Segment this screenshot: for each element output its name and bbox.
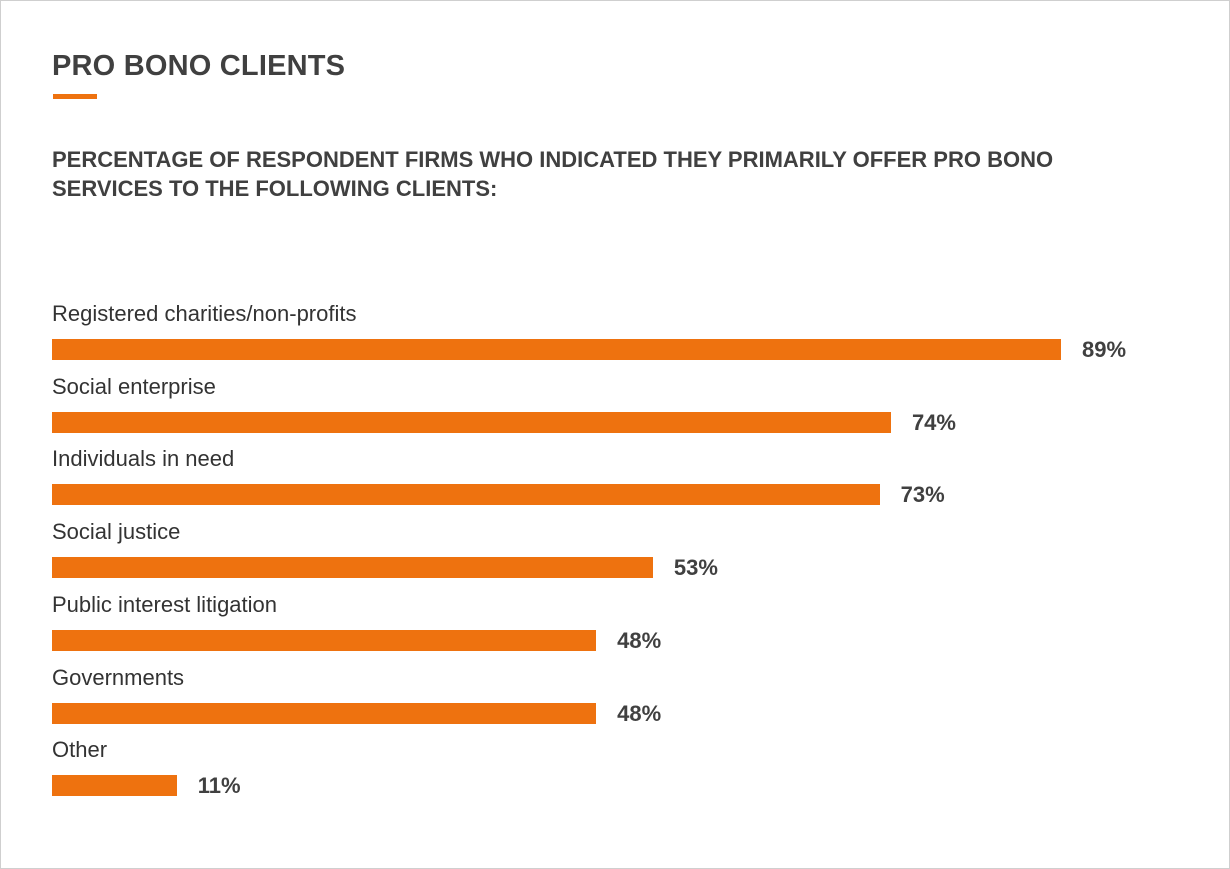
category-label: Individuals in need — [52, 446, 235, 472]
category-label: Social justice — [52, 519, 181, 545]
bar — [52, 629, 597, 651]
category-label: Registered charities/non-profits — [52, 301, 357, 326]
bar — [52, 702, 597, 724]
value-label: 74% — [911, 409, 956, 435]
value-label: 53% — [673, 555, 718, 581]
bar — [52, 775, 177, 797]
chart-title: PRO BONO CLIENTS — [52, 50, 346, 82]
bar — [52, 411, 891, 433]
bar — [52, 484, 880, 506]
value-label: 11% — [197, 773, 241, 799]
value-label: 89% — [1082, 337, 1127, 362]
category-label: Public interest litigation — [52, 591, 278, 617]
category-label: Governments — [52, 664, 185, 690]
value-label: 73% — [900, 482, 945, 508]
category-label: Other — [52, 737, 108, 763]
value-label: 48% — [617, 627, 662, 653]
chart-subtitle: PERCENTAGE OF RESPONDENT FIRMS WHO INDIC… — [52, 147, 1054, 201]
value-label: 48% — [617, 700, 662, 726]
bar — [52, 557, 653, 579]
category-label: Social enterprise — [52, 373, 216, 399]
bar — [52, 339, 1061, 360]
title-underline — [53, 94, 97, 99]
